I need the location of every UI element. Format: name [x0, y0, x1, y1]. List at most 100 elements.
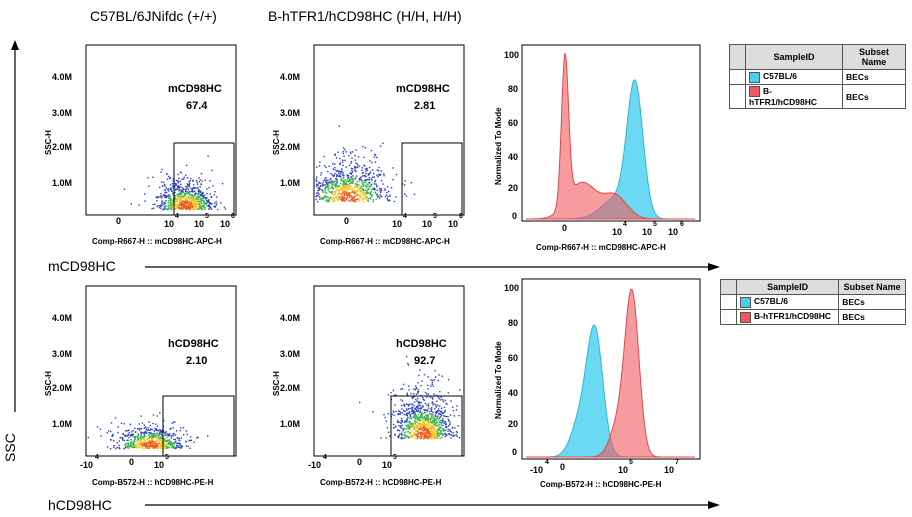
event-dot — [125, 430, 127, 432]
event-dot — [425, 430, 428, 432]
ytick: 2.0M — [52, 383, 73, 393]
event-dot — [420, 428, 422, 431]
event-dot — [167, 205, 169, 207]
event-dot — [365, 172, 367, 175]
event-dot — [175, 446, 178, 448]
event-dot — [434, 408, 436, 410]
event-dot — [187, 184, 189, 186]
event-dot — [179, 180, 181, 182]
event-dot — [200, 199, 202, 201]
event-dot — [406, 418, 408, 420]
event-dot — [141, 442, 143, 444]
event-dot — [346, 175, 349, 177]
event-dot — [438, 413, 440, 415]
event-dot — [350, 167, 352, 170]
event-dot — [199, 206, 202, 208]
event-dot — [363, 165, 366, 167]
event-dot — [401, 408, 403, 410]
event-dot — [171, 185, 174, 187]
event-dot — [438, 433, 440, 435]
event-dot — [408, 422, 410, 424]
event-dot — [128, 436, 130, 439]
event-dot — [357, 194, 359, 196]
event-dot — [194, 202, 197, 204]
event-dot — [134, 437, 136, 439]
event-dot — [341, 178, 343, 180]
event-dot — [147, 427, 149, 429]
event-dot — [401, 400, 404, 402]
event-dot — [360, 190, 362, 193]
x-axis-label: Comp-B572-H :: hCD98HC-PE-H — [540, 480, 662, 489]
event-dot — [414, 432, 416, 434]
event-dot — [339, 182, 342, 185]
event-dot — [356, 183, 359, 185]
event-dot — [176, 199, 179, 201]
event-dot — [353, 189, 355, 191]
event-dot — [363, 175, 365, 177]
event-dot — [345, 198, 347, 200]
event-dot — [431, 413, 433, 415]
event-dot — [155, 429, 158, 431]
event-dot — [423, 415, 426, 418]
event-dot — [318, 181, 320, 183]
xtick: -10 — [80, 460, 94, 470]
event-dot — [182, 200, 184, 203]
event-dot — [183, 206, 185, 208]
event-dot — [162, 441, 165, 443]
event-dot — [420, 413, 422, 416]
event-dot — [442, 424, 444, 427]
event-dot — [170, 441, 173, 443]
event-dot — [352, 200, 354, 202]
event-dot — [377, 174, 380, 176]
event-dot — [209, 180, 211, 182]
event-dot — [368, 185, 371, 188]
event-dot — [372, 187, 374, 190]
event-dot — [413, 411, 415, 414]
event-dot — [379, 191, 382, 194]
event-dot — [336, 188, 338, 191]
x-axis-label: Comp-R667-H :: mCD98HC-APC-H — [320, 237, 450, 246]
event-dot — [122, 433, 124, 435]
event-dot — [146, 432, 148, 434]
event-dot — [164, 439, 166, 441]
event-dot — [179, 198, 181, 200]
event-dot — [185, 194, 187, 196]
event-dot — [400, 417, 403, 420]
event-dot — [160, 431, 163, 433]
event-dot — [436, 424, 438, 426]
event-dot — [426, 424, 428, 426]
event-dot — [402, 183, 404, 185]
event-dot — [382, 183, 384, 185]
y-axis-label: Normalized To Mode — [494, 107, 503, 185]
event-dot — [340, 187, 342, 189]
event-dot — [421, 427, 423, 430]
event-dot — [440, 399, 442, 401]
event-dot — [167, 442, 170, 444]
event-dot — [214, 206, 216, 208]
event-dot — [387, 413, 390, 415]
event-dot — [431, 425, 434, 427]
event-dot — [144, 435, 146, 437]
event-dot — [422, 397, 424, 399]
event-dot — [152, 435, 154, 437]
event-dot — [139, 438, 142, 440]
event-dot — [331, 180, 333, 182]
event-dot — [185, 200, 187, 203]
event-dot — [450, 400, 452, 402]
event-dot — [366, 185, 368, 187]
event-dot — [325, 187, 327, 189]
event-dot — [368, 176, 371, 179]
event-dot — [427, 431, 429, 433]
event-dot — [399, 426, 402, 429]
ytick: 1.0M — [52, 419, 73, 429]
event-dot — [334, 191, 336, 193]
event-dot — [416, 435, 418, 437]
event-dot — [429, 427, 432, 429]
event-dot — [444, 415, 446, 417]
event-dot — [327, 179, 329, 181]
event-dot — [182, 178, 185, 180]
event-dot — [331, 183, 333, 185]
event-dot — [370, 194, 372, 196]
dotplot-canvas — [313, 44, 465, 216]
event-dot — [170, 437, 173, 439]
